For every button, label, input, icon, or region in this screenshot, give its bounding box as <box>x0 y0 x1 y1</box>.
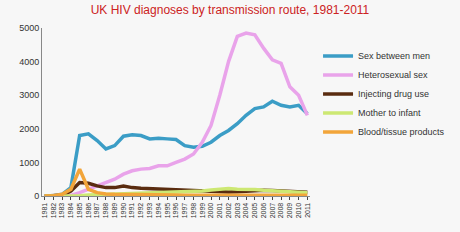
svg-text:2003: 2003 <box>234 203 241 219</box>
svg-text:0: 0 <box>34 191 39 201</box>
svg-text:1987: 1987 <box>93 203 100 219</box>
svg-text:1998: 1998 <box>190 203 197 219</box>
svg-text:1000: 1000 <box>19 158 39 168</box>
svg-text:Mother to infant: Mother to infant <box>358 108 421 118</box>
svg-text:1985: 1985 <box>76 203 83 219</box>
svg-text:2005: 2005 <box>251 203 258 219</box>
svg-text:5000: 5000 <box>19 23 39 33</box>
svg-text:2000: 2000 <box>207 203 214 219</box>
svg-text:2001: 2001 <box>216 203 223 219</box>
svg-text:2009: 2009 <box>286 203 293 219</box>
svg-text:1990: 1990 <box>120 203 127 219</box>
svg-text:2011: 2011 <box>304 203 311 218</box>
svg-text:1988: 1988 <box>102 203 109 219</box>
svg-text:1996: 1996 <box>172 203 179 219</box>
svg-text:1989: 1989 <box>111 203 118 219</box>
svg-text:1982: 1982 <box>50 203 57 219</box>
svg-text:1999: 1999 <box>199 203 206 219</box>
svg-text:1983: 1983 <box>58 203 65 219</box>
svg-text:1994: 1994 <box>155 203 162 219</box>
svg-text:1993: 1993 <box>146 203 153 219</box>
svg-text:UK HIV diagnoses by transmissi: UK HIV diagnoses by transmission route, … <box>91 3 370 17</box>
svg-text:3000: 3000 <box>19 90 39 100</box>
svg-text:2006: 2006 <box>260 203 267 219</box>
svg-text:2004: 2004 <box>242 203 249 219</box>
svg-text:2008: 2008 <box>277 203 284 219</box>
svg-text:1984: 1984 <box>67 203 74 219</box>
svg-text:2010: 2010 <box>295 203 302 219</box>
svg-text:2000: 2000 <box>19 124 39 134</box>
svg-text:1991: 1991 <box>128 203 135 219</box>
svg-text:Blood/tissue products: Blood/tissue products <box>358 127 445 137</box>
svg-text:2007: 2007 <box>269 203 276 219</box>
svg-text:1986: 1986 <box>85 203 92 219</box>
svg-text:4000: 4000 <box>19 57 39 67</box>
svg-text:1997: 1997 <box>181 203 188 219</box>
svg-text:2002: 2002 <box>225 203 232 219</box>
svg-text:1995: 1995 <box>164 203 171 219</box>
svg-text:Injecting drug use: Injecting drug use <box>358 89 429 99</box>
svg-text:1992: 1992 <box>137 203 144 219</box>
svg-text:Heterosexual sex: Heterosexual sex <box>358 70 428 80</box>
svg-text:Sex between men: Sex between men <box>358 51 430 61</box>
svg-text:1981: 1981 <box>41 203 48 219</box>
